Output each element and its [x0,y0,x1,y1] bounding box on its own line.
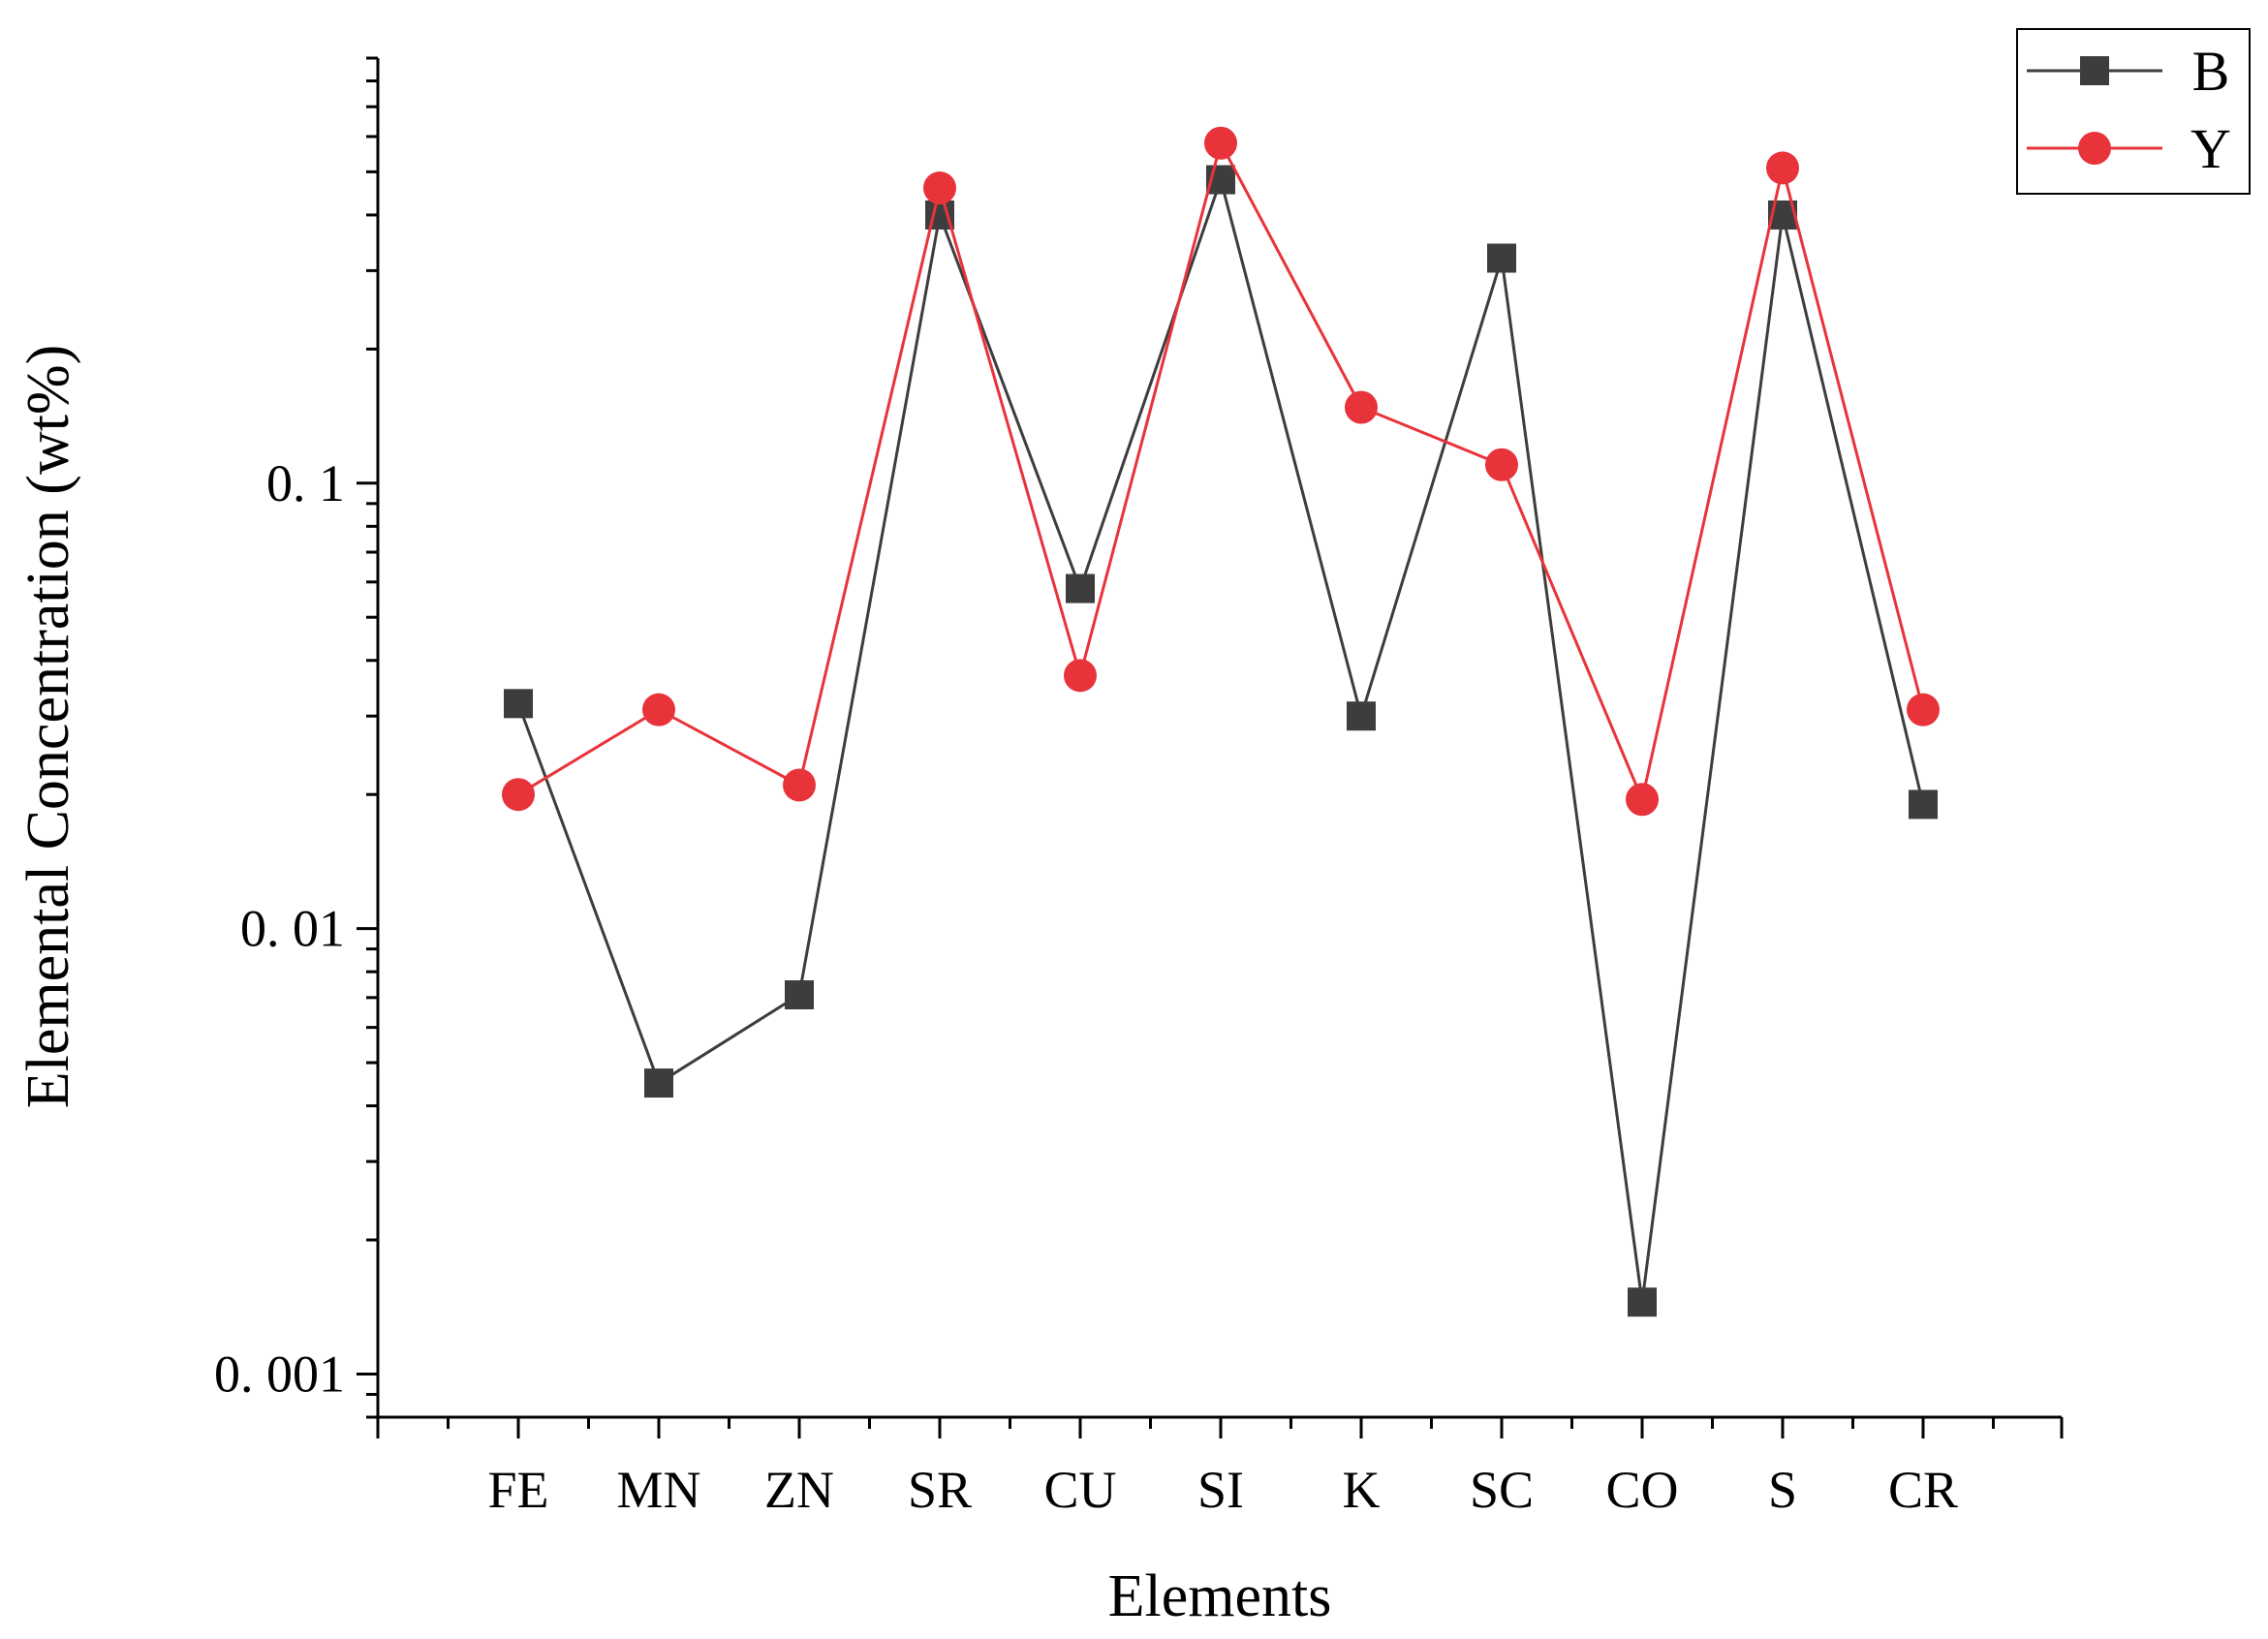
series-b [504,165,1938,1317]
legend-items: BY [2027,40,2231,180]
series-y-point-cu [1064,659,1097,693]
legend: BY [2016,28,2251,195]
series-y-point-sc [1485,448,1518,481]
series-b-point-k [1347,701,1376,731]
series-y-point-sr [923,171,956,205]
legend-label-y: Y [2190,117,2231,180]
legend-box [2016,28,2251,195]
y-axis-title: Elemental Concentration (wt%) [16,345,81,1109]
series-b-point-co [1628,1287,1657,1317]
legend-label-b: B [2192,40,2230,103]
x-tick-label-sr: SR [908,1461,972,1519]
y-tick-label: 0. 001 [214,1345,345,1403]
series-b-point-zn [785,980,814,1010]
series-layer [502,126,1940,1317]
y-ticks: 0. 001 0. 01 0. 1 [214,56,378,1419]
y-tick-label: 0. 01 [240,900,345,958]
x-axis-title: Elements [1108,1563,1332,1629]
x-tick-label-s: S [1768,1461,1797,1519]
series-y-point-k [1345,390,1378,424]
series-y-point-fe [502,778,535,812]
series-b-point-fe [504,689,533,719]
series-b-line [516,174,1925,1303]
series-y-point-s [1766,151,1799,185]
legend-item-b: B [2027,40,2229,103]
x-tick-label-cu: CU [1043,1461,1116,1519]
x-tick-label-cr: CR [1888,1461,1958,1519]
series-b-point-cu [1066,573,1095,603]
x-tick-label-co: CO [1605,1461,1678,1519]
x-tick-label-k: K [1343,1461,1381,1519]
series-y-point-co [1626,783,1659,817]
series-b-point-sc [1487,243,1516,273]
x-tick-label-zn: ZN [764,1461,834,1519]
x-tick-label-si: SI [1197,1461,1244,1519]
axes [376,58,2062,1419]
series-y-point-zn [783,768,816,802]
series-y-line [517,139,1925,805]
x-tick-label-fe: FE [487,1461,548,1519]
y-tick-label: 0. 1 [266,454,345,512]
x-tick-label-mn: MN [616,1461,700,1519]
series-y-point-mn [642,693,675,727]
series-b-point-mn [644,1068,673,1098]
series-b-point-cr [1909,789,1938,820]
x-ticks: FE MN ZN SR CU SI K SC CO S CR [376,1417,2064,1519]
x-tick-label-sc: SC [1470,1461,1534,1519]
legend-marker-y [2078,132,2111,165]
series-y-point-cr [1907,693,1940,727]
legend-item-y: Y [2027,117,2231,180]
series-y [502,126,1940,817]
series-y-point-si [1204,126,1237,160]
legend-marker-b [2080,56,2109,85]
